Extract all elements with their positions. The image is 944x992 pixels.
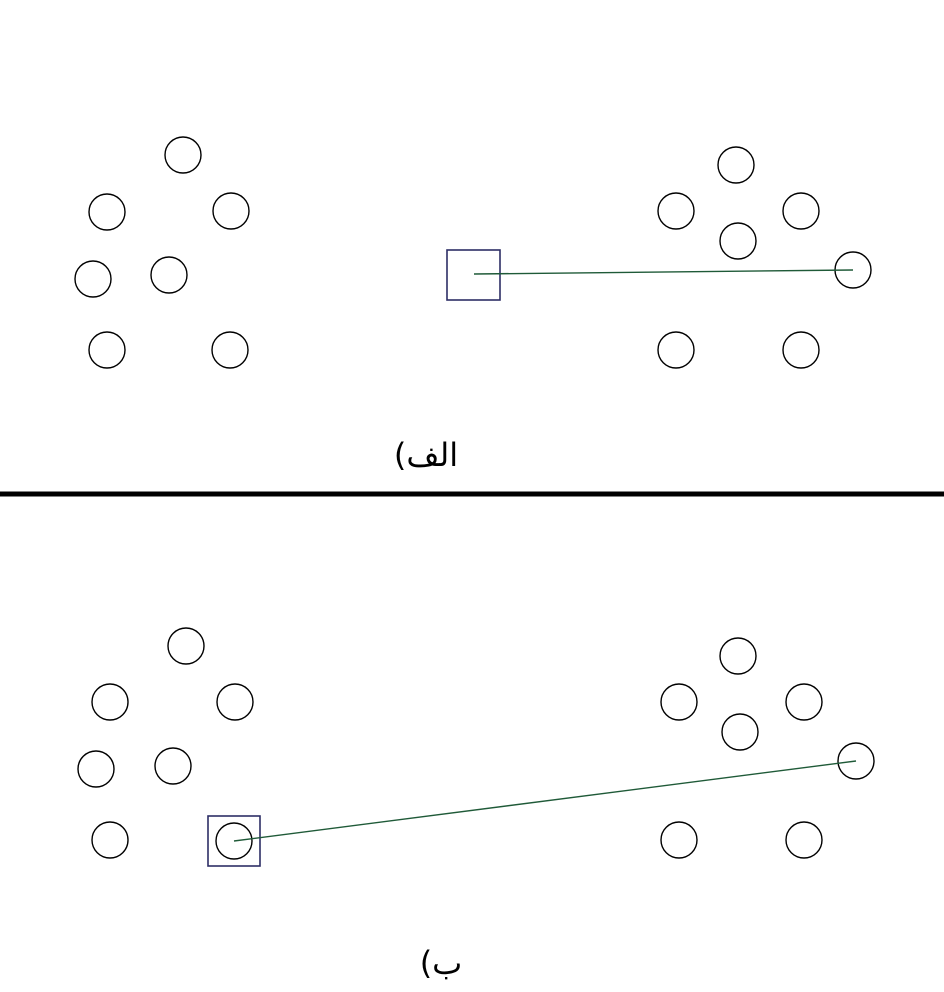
point <box>77 750 115 788</box>
point <box>74 260 112 298</box>
panel-b-left-cluster <box>77 627 254 860</box>
point <box>216 683 254 721</box>
panel-a-query-box <box>446 249 501 301</box>
point <box>837 742 875 780</box>
panel-a-right-cluster <box>657 146 872 369</box>
point <box>721 713 759 751</box>
point <box>167 627 205 665</box>
point <box>212 192 250 230</box>
point <box>154 747 192 785</box>
panel-b: ب) <box>77 627 875 982</box>
point <box>91 683 129 721</box>
panel-a-match-line <box>473 269 854 275</box>
point <box>657 192 695 230</box>
point <box>88 331 126 369</box>
point <box>785 821 823 859</box>
panel-b-match-line <box>233 760 857 842</box>
point <box>660 821 698 859</box>
point <box>660 683 698 721</box>
point <box>782 192 820 230</box>
panel-b-right-cluster <box>660 637 875 859</box>
point <box>88 193 126 231</box>
point <box>719 222 757 260</box>
panel-a-left-cluster <box>74 136 250 369</box>
point <box>785 683 823 721</box>
panel-b-query-box <box>207 815 261 867</box>
panel-b-label: ب) <box>420 944 463 982</box>
point <box>164 136 202 174</box>
point <box>719 637 757 675</box>
point <box>717 146 755 184</box>
point <box>91 821 129 859</box>
point <box>211 331 249 369</box>
point <box>782 331 820 369</box>
point <box>657 331 695 369</box>
panel-a-label: الف) <box>394 436 458 474</box>
point <box>215 822 253 860</box>
panel-a: الف) <box>74 136 872 474</box>
point <box>150 256 188 294</box>
